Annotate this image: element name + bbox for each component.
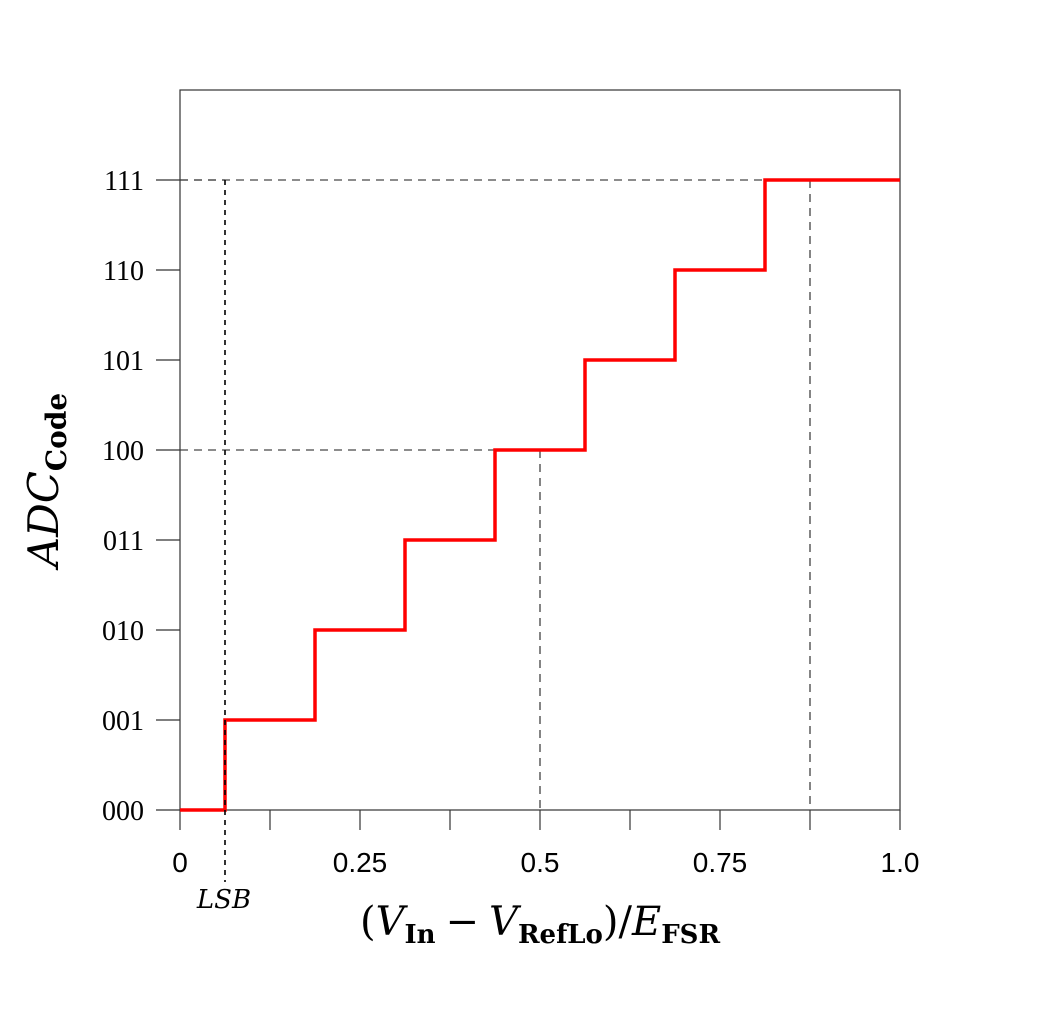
y-tick-label-7: 111 — [104, 166, 144, 197]
y-tick-label-5: 101 — [102, 346, 144, 377]
x-tick-label-3: 0.75 — [693, 847, 748, 878]
x-tick-label-0: 0 — [172, 847, 188, 878]
reference-lines — [180, 179, 811, 810]
y-tick-label-6: 110 — [103, 256, 144, 287]
y-ticks: 000 001 010 011 100 101 110 111 — [102, 166, 180, 827]
x-tick-label-4: 1.0 — [881, 847, 920, 878]
y-axis-label-sub: Code — [40, 393, 73, 471]
y-tick-label-1: 001 — [102, 706, 144, 737]
x-axis-label-sub2: RefLo — [518, 920, 603, 950]
x-axis-label-minus: − — [446, 899, 480, 945]
x-axis-label-sub3: FSR — [661, 920, 720, 950]
y-tick-label-0: 000 — [102, 796, 144, 827]
x-axis-label-v1: V — [376, 899, 409, 945]
lsb-annotation: LSB — [196, 885, 251, 915]
x-axis-label-v2: V — [489, 899, 522, 945]
x-ticks: 0 0.25 0.5 0.75 1.0 — [172, 810, 919, 878]
x-tick-label-1: 0.25 — [333, 847, 388, 878]
x-axis-label-open: ( — [360, 899, 376, 945]
y-tick-label-4: 100 — [102, 436, 144, 467]
x-axis-label-close: )/ — [603, 899, 633, 945]
x-axis-label: (VIn − VRefLo)/EFSR — [360, 899, 720, 950]
x-axis-label-sub1: In — [404, 920, 435, 950]
x-axis-label-e: E — [631, 899, 661, 945]
y-axis-label: ADCCode — [19, 393, 73, 572]
y-axis-label-main: ADC — [19, 471, 68, 571]
y-tick-label-3: 011 — [103, 526, 144, 557]
series-line-adc-code — [180, 178, 900, 812]
x-tick-label-2: 0.5 — [521, 847, 560, 878]
y-tick-label-2: 010 — [102, 616, 144, 647]
